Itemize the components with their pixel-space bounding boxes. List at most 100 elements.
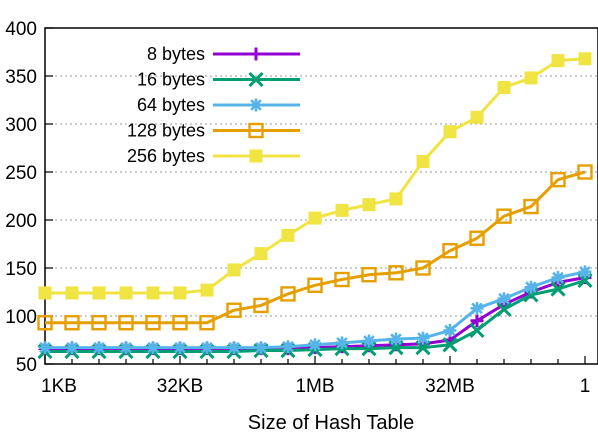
legend-marker [249, 47, 263, 61]
data-point-128-bytes [469, 230, 485, 246]
y-tick-label-300: 300 [5, 115, 37, 136]
data-point-256-bytes [146, 286, 160, 300]
legend-label: 64 bytes [137, 95, 205, 115]
series-layer [37, 52, 593, 360]
data-point-256-bytes [308, 211, 322, 225]
y-tick-label-400: 400 [5, 19, 37, 40]
data-point-256-bytes [524, 71, 538, 85]
data-point-64-bytes [470, 301, 484, 315]
data-point-64-bytes [551, 271, 565, 285]
legend-marker [249, 98, 263, 112]
data-point-256-bytes [578, 52, 592, 66]
data-point-64-bytes [281, 340, 295, 354]
x-tick-label-1KB: 1KB [41, 376, 77, 397]
y-tick-label-150: 150 [5, 259, 37, 280]
x-tick-label-1: 1 [580, 376, 591, 397]
x-axis-ticks: 1KB 32KB 1MB 32MB 1 [41, 356, 590, 397]
data-point-128-bytes [550, 171, 566, 188]
plot-frame [44, 27, 598, 365]
data-point-16-bytes [469, 322, 485, 338]
data-point-64-bytes [119, 341, 133, 355]
data-point-256-bytes [173, 286, 187, 300]
data-point-128-bytes [145, 315, 161, 331]
legend-item-64-bytes: 64 bytes [137, 95, 300, 115]
data-point-64-bytes [308, 338, 322, 352]
legend-label: 256 bytes [127, 146, 205, 166]
data-point-64-bytes [38, 341, 52, 355]
data-point-128-bytes [577, 164, 593, 180]
data-point-128-bytes [91, 315, 107, 331]
data-point-64-bytes [416, 331, 430, 345]
data-point-256-bytes [416, 154, 430, 168]
data-point-128-bytes [523, 198, 539, 215]
data-point-128-bytes [280, 286, 296, 302]
data-point-64-bytes [92, 341, 106, 355]
data-point-128-bytes [226, 302, 242, 318]
series-line-128-bytes [45, 170, 586, 325]
series-64-bytes [38, 265, 592, 355]
legend-item-8-bytes: 8 bytes [147, 44, 300, 64]
data-point-8-bytes [470, 314, 484, 328]
legend-marker [248, 71, 264, 88]
data-point-64-bytes [443, 323, 457, 337]
data-point-128-bytes [442, 243, 458, 259]
data-point-256-bytes [551, 54, 565, 68]
data-point-64-bytes [146, 341, 160, 355]
data-point-64-bytes [65, 341, 79, 355]
legend-marker [248, 122, 264, 139]
data-point-256-bytes [281, 228, 295, 242]
data-point-128-bytes [496, 208, 512, 224]
data-point-256-bytes [227, 263, 241, 277]
legend-item-16-bytes: 16 bytes [137, 70, 300, 90]
data-point-256-bytes [335, 203, 349, 217]
data-point-256-bytes [470, 110, 484, 124]
data-point-128-bytes [388, 265, 404, 281]
legend-label: 16 bytes [137, 70, 205, 90]
legend-label: 8 bytes [147, 44, 205, 64]
data-point-256-bytes [200, 283, 214, 297]
data-point-16-bytes [550, 281, 566, 297]
data-point-128-bytes [307, 277, 323, 293]
data-point-128-bytes [361, 267, 377, 283]
legend-item-256-bytes: 256 bytes [127, 146, 300, 166]
legend: 8 bytes 16 bytes 64 bytes 128 bytes 256 byte… [127, 44, 300, 166]
data-point-128-bytes [64, 315, 80, 331]
gridlines [45, 75, 598, 317]
x-axis-title: Size of Hash Table [248, 412, 414, 434]
data-point-64-bytes [335, 336, 349, 350]
data-point-64-bytes [254, 341, 268, 355]
data-point-256-bytes [92, 286, 106, 300]
legend-label: 128 bytes [127, 121, 205, 141]
data-point-128-bytes [172, 315, 188, 331]
y-tick-label-350: 350 [5, 67, 37, 88]
data-point-128-bytes [253, 297, 269, 314]
data-point-64-bytes [578, 265, 592, 279]
y-tick-label-250: 250 [5, 163, 37, 184]
data-point-128-bytes [199, 315, 215, 331]
data-point-256-bytes [443, 125, 457, 139]
data-point-64-bytes [200, 341, 214, 355]
data-point-256-bytes [65, 286, 79, 300]
data-point-16-bytes [496, 301, 512, 317]
data-point-64-bytes [389, 332, 403, 346]
data-point-256-bytes [389, 192, 403, 206]
x-tick-label-32KB: 32KB [157, 376, 203, 397]
data-point-256-bytes [38, 286, 52, 300]
y-tick-label-50: 50 [16, 355, 37, 376]
data-point-256-bytes [119, 286, 133, 300]
y-axis-ticks: 50 100 150 200 250 300 350 400 [5, 19, 53, 376]
data-point-128-bytes [415, 260, 431, 276]
legend-item-128-bytes: 128 bytes [127, 121, 300, 141]
x-tick-label-32MB: 32MB [425, 376, 475, 397]
data-point-128-bytes [118, 315, 134, 331]
legend-marker [249, 149, 263, 163]
data-point-256-bytes [362, 198, 376, 212]
data-point-256-bytes [254, 247, 268, 261]
data-point-64-bytes [227, 341, 241, 355]
data-point-64-bytes [173, 341, 187, 355]
series-128-bytes [37, 164, 593, 331]
data-point-64-bytes [524, 280, 538, 294]
y-tick-label-200: 200 [5, 211, 37, 232]
data-point-128-bytes [334, 271, 350, 288]
